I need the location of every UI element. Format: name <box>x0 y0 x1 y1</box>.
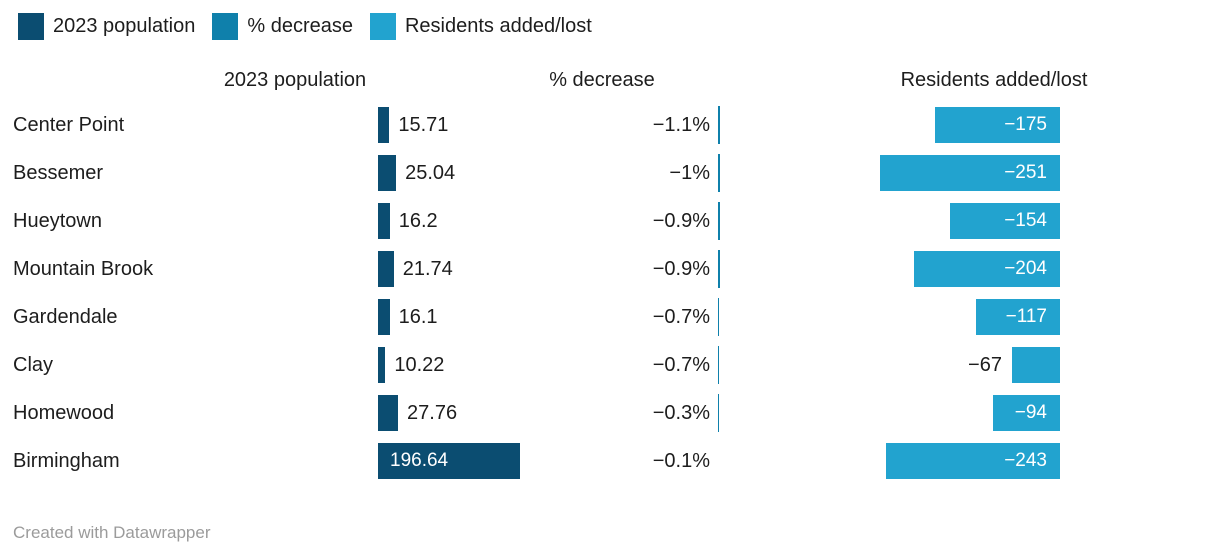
residents-bar <box>949 203 1060 239</box>
row-bessemer: Bessemer 25.04 −1% −251 <box>0 154 1220 192</box>
row-gardendale: Gardendale 16.1 −0.7% −117 <box>0 298 1220 336</box>
residents-bar <box>1011 347 1060 383</box>
residents-value: −251 <box>1004 162 1047 183</box>
percent-decrease-value: −0.7% <box>652 306 710 328</box>
legend-swatch-icon <box>369 13 396 40</box>
population-value: 25.04 <box>405 162 456 184</box>
percent-decrease-bar <box>718 106 721 144</box>
row-homewood: Homewood 27.76 −0.3% −94 <box>0 394 1220 432</box>
row-label-bessemer: Bessemer <box>13 162 104 184</box>
residents-value: −117 <box>1005 306 1047 327</box>
percent-decrease-value: −0.9% <box>652 258 710 280</box>
population-bar <box>378 251 394 287</box>
legend-item-2023-population: 2023 population <box>18 13 195 40</box>
percent-decrease-value: −0.1% <box>652 450 710 472</box>
percent-decrease-value: −0.7% <box>652 354 710 376</box>
population-value: 10.22 <box>394 354 445 376</box>
row-label-birmingham: Birmingham <box>13 450 120 472</box>
attribution-text: Created with Datawrapper <box>13 523 211 542</box>
residents-value: −175 <box>1004 114 1047 135</box>
percent-decrease-value: −0.9% <box>652 210 710 232</box>
column-header-residents: Residents added/lost <box>900 69 1088 91</box>
population-bar <box>378 395 399 431</box>
legend: 2023 population % decrease Residents added… <box>18 13 592 40</box>
population-bar <box>378 155 397 191</box>
column-header-percent-decrease: % decrease <box>549 69 655 91</box>
percent-decrease-bar <box>718 298 720 336</box>
residents-value: −204 <box>1004 258 1047 279</box>
population-bar <box>378 203 390 239</box>
row-hueytown: Hueytown 16.2 −0.9% −154 <box>0 202 1220 240</box>
residents-bar <box>880 155 1060 191</box>
population-bar <box>378 299 390 335</box>
residents-bar <box>934 107 1060 143</box>
population-bar <box>378 347 386 383</box>
row-mountain-brook: Mountain Brook 21.74 −0.9% −204 <box>0 250 1220 288</box>
legend-item-residents-added-lost: Residents added/lost <box>369 13 592 40</box>
residents-value: −154 <box>1004 210 1047 231</box>
population-value: 15.71 <box>398 114 449 136</box>
percent-decrease-bar <box>718 346 720 384</box>
percent-decrease-bar <box>718 250 720 288</box>
residents-value: −243 <box>1004 450 1047 471</box>
residents-bar <box>976 299 1060 335</box>
percent-decrease-value: −1% <box>669 162 710 184</box>
row-label-mountain-brook: Mountain Brook <box>13 258 154 280</box>
row-label-clay: Clay <box>13 354 54 376</box>
legend-item-label: % decrease <box>247 15 353 37</box>
column-header-population: 2023 population <box>223 69 367 91</box>
residents-bar <box>913 251 1060 287</box>
population-value: 21.74 <box>402 258 453 280</box>
legend-item-label: Residents added/lost <box>404 15 592 37</box>
row-label-homewood: Homewood <box>13 402 115 424</box>
residents-value: −94 <box>1014 402 1047 423</box>
row-label-gardendale: Gardendale <box>13 306 118 328</box>
legend-item-label: 2023 population <box>53 15 196 37</box>
row-clay: Clay 10.22 −0.7% −67 <box>0 346 1220 384</box>
population-value: 16.1 <box>398 306 438 328</box>
population-value: 27.76 <box>407 402 458 424</box>
row-label-center-point: Center Point <box>13 114 125 136</box>
population-bar <box>378 107 390 143</box>
legend-swatch-icon <box>18 13 44 40</box>
row-label-hueytown: Hueytown <box>13 210 102 232</box>
legend-swatch-icon <box>212 13 239 40</box>
population-value: 16.2 <box>398 210 438 232</box>
percent-decrease-value: −0.3% <box>652 402 710 424</box>
legend-item-decrease: % decrease <box>212 13 353 40</box>
residents-bar <box>885 443 1060 479</box>
population-bar <box>378 443 521 479</box>
row-birmingham: Birmingham 196.64 −0.1% −243 <box>0 443 1220 479</box>
percent-decrease-value: −1.1% <box>652 114 710 136</box>
residents-value: −67 <box>968 354 1002 376</box>
percent-decrease-bar <box>718 202 720 240</box>
row-center-point: Center Point 15.71 −1.1% −175 <box>0 106 1220 144</box>
percent-decrease-bar <box>718 394 719 432</box>
residents-bar <box>992 395 1060 431</box>
percent-decrease-bar <box>718 154 720 192</box>
population-value: 196.64 <box>390 450 449 471</box>
